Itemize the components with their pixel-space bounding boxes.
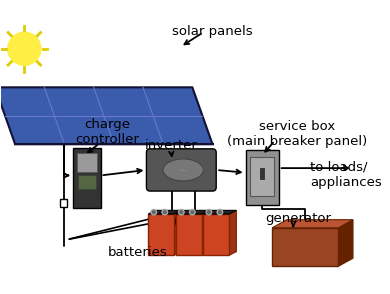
Circle shape: [218, 211, 221, 213]
Circle shape: [180, 211, 183, 213]
Circle shape: [217, 209, 223, 215]
Polygon shape: [229, 210, 236, 255]
Circle shape: [190, 209, 195, 215]
Polygon shape: [338, 220, 353, 266]
Bar: [148, 214, 174, 255]
Circle shape: [207, 211, 210, 213]
Circle shape: [162, 209, 168, 215]
Circle shape: [206, 209, 212, 215]
Bar: [203, 214, 229, 255]
Text: inverter: inverter: [145, 139, 198, 152]
Text: solar panels: solar panels: [172, 25, 253, 38]
Polygon shape: [203, 210, 236, 214]
Bar: [260, 168, 264, 179]
FancyBboxPatch shape: [146, 149, 216, 191]
Polygon shape: [148, 210, 181, 214]
Circle shape: [8, 32, 41, 65]
Bar: [77, 153, 97, 172]
Bar: [60, 199, 67, 207]
Text: charge
controller: charge controller: [75, 118, 139, 146]
Bar: [73, 148, 101, 208]
Bar: [176, 214, 202, 255]
Bar: [272, 228, 338, 266]
Polygon shape: [272, 220, 353, 228]
Ellipse shape: [163, 159, 203, 181]
Circle shape: [151, 209, 156, 215]
Bar: [250, 157, 274, 196]
Text: generator: generator: [265, 212, 331, 225]
Text: batteries: batteries: [107, 246, 167, 259]
Text: ---: ---: [179, 167, 187, 173]
Circle shape: [163, 211, 166, 213]
Text: service box
(main breaker panel): service box (main breaker panel): [227, 120, 367, 148]
Circle shape: [152, 211, 155, 213]
Circle shape: [179, 209, 184, 215]
Polygon shape: [0, 87, 213, 144]
Polygon shape: [176, 210, 209, 214]
Polygon shape: [202, 210, 209, 255]
Circle shape: [191, 211, 194, 213]
Polygon shape: [174, 210, 181, 255]
Bar: [78, 176, 96, 189]
Text: to loads/
appliances: to loads/ appliances: [310, 161, 381, 189]
Bar: [246, 150, 278, 205]
